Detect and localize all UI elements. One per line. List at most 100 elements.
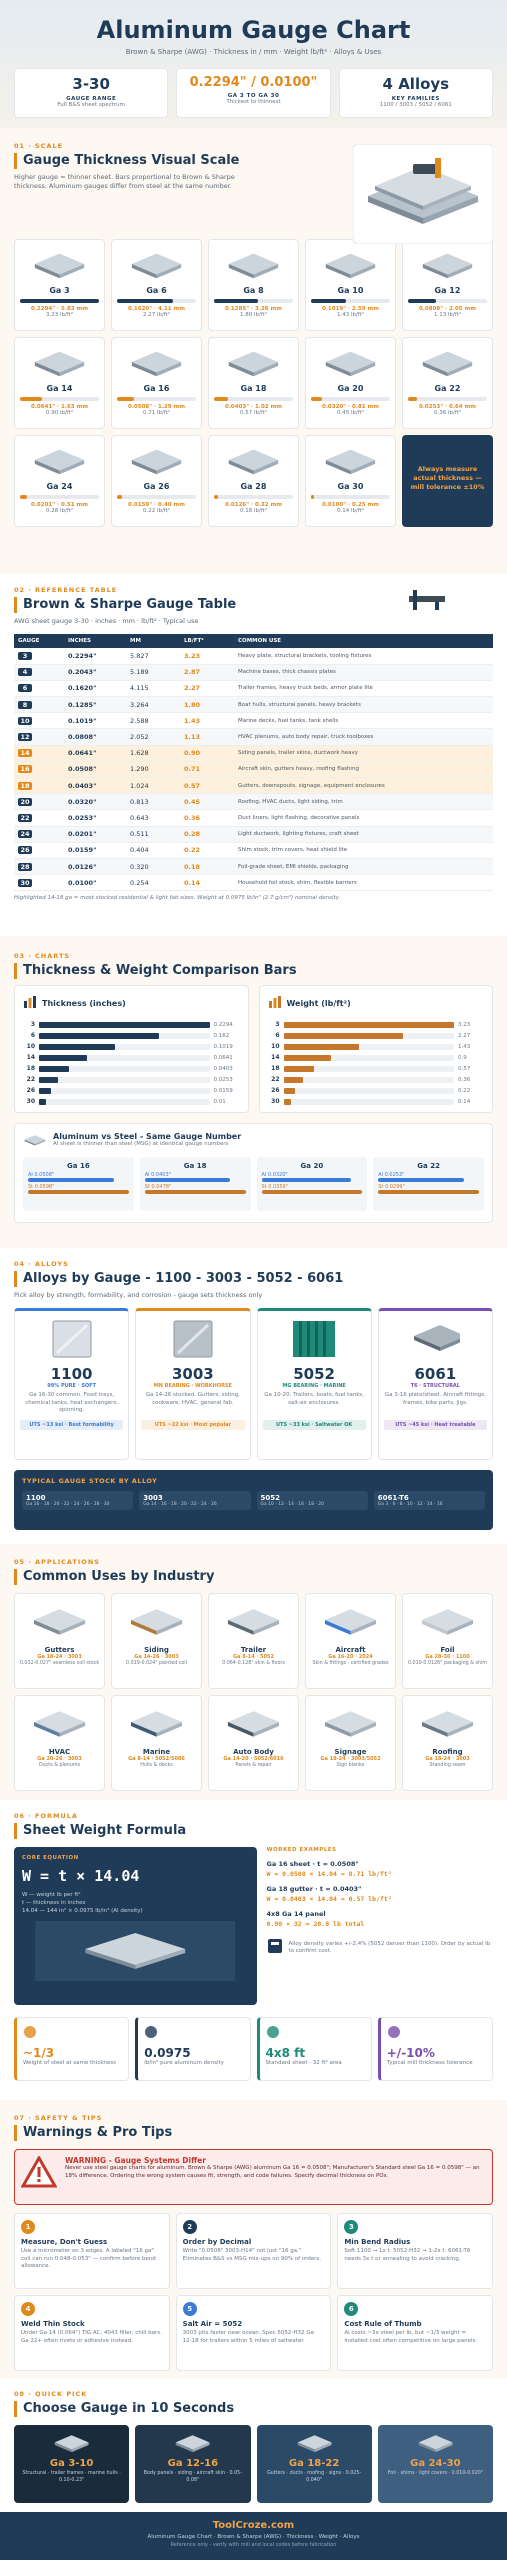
tip-number: 3 xyxy=(344,2220,359,2234)
icon-part xyxy=(228,264,254,279)
compare-label: Al 0.0508" xyxy=(28,1171,55,1178)
category-label: 26 xyxy=(271,1087,280,1094)
icon-part xyxy=(325,253,376,279)
bar xyxy=(39,1021,210,1028)
icon-part xyxy=(421,1711,474,1737)
bar-track xyxy=(283,1076,454,1083)
icon-part xyxy=(37,2167,41,2177)
bar-row: 30 0.01 xyxy=(23,1096,240,1107)
stat-note: Thickest to thinnest xyxy=(226,99,281,105)
icon xyxy=(127,344,186,382)
alloy-card: 1100 99% PURE · SOFT Ga 16-30 common. Food… xyxy=(14,1308,130,1460)
alloy-badge: UTS ~45 ksi · Heat treatable xyxy=(383,1420,487,1430)
icon-part xyxy=(192,2442,210,2453)
bar-track xyxy=(39,1098,210,1105)
icon-part xyxy=(54,2442,72,2453)
icon-part xyxy=(34,362,60,377)
thickness-bar xyxy=(214,495,219,499)
thickness-bar xyxy=(117,397,135,401)
icon-part xyxy=(131,362,157,377)
icon-part xyxy=(34,460,60,475)
icon-part xyxy=(323,1321,327,1357)
table-cell: 0.28 xyxy=(180,826,234,843)
icon xyxy=(321,1701,380,1745)
icon-part xyxy=(24,2026,36,2038)
table-cell: Shim stock, trim covers, heat shield lit… xyxy=(234,842,493,859)
icon-part xyxy=(422,253,473,279)
tip-number: 6 xyxy=(344,2302,359,2316)
bar-row: 26 0.0159 xyxy=(23,1085,240,1096)
value-label: 0.9 xyxy=(458,1054,467,1061)
subtitle: Brown & Sharpe (AWG) · Thickness in / mm… xyxy=(125,48,382,56)
table-row: 26 0.0159" 0.404 0.22 Shim stock, trim cover… xyxy=(14,842,493,859)
icon-part xyxy=(37,2179,41,2182)
compare-bar xyxy=(144,1189,246,1194)
bar-row: 6 0.162 xyxy=(23,1030,240,1041)
panel-title: Weight (lb/ft²) xyxy=(286,999,351,1008)
table-row: 6 0.1620" 4.115 2.27 Trailer frames, heavy t… xyxy=(14,680,493,698)
icon xyxy=(224,246,283,284)
section-kicker: 04 · ALLOYS xyxy=(14,1260,69,1268)
icon-part xyxy=(228,253,279,275)
icon-part xyxy=(54,2435,89,2450)
table-cell: Duct liners, light flashing, decorative … xyxy=(234,809,493,827)
tip-card: 4 Weld Thin Stock Under Ga 14 (0.064") TIG… xyxy=(14,2295,170,2371)
icon-part xyxy=(325,449,376,471)
description: Pick alloy by strength, formability, and… xyxy=(14,1291,263,1299)
icon xyxy=(30,344,89,382)
compare-item: Ga 20 Al 0.0320" St 0.0359" xyxy=(256,1156,368,1211)
alloy-card: 5052 MG BEARING · MARINE Ga 10-20. Trailer… xyxy=(256,1308,372,1460)
weight: 0.36 lb/ft² xyxy=(433,410,462,416)
thickness-bar xyxy=(20,299,99,303)
icon-part xyxy=(325,264,351,279)
icon-part xyxy=(350,264,376,279)
chart-panel: Thickness (inches) 3 0.2294 6 0.162 10 0.1019 1… xyxy=(14,985,249,1113)
compare-head: Aluminum vs Steel - Same Gauge Number Al … xyxy=(23,1132,484,1149)
app-name: Gutters xyxy=(44,1646,75,1654)
app-gauge: Ga 28-30 · 1100 xyxy=(425,1654,470,1660)
column-header: COMMON USE xyxy=(238,638,282,644)
table-row: 16 0.0508" 1.290 0.71 Aircraft skin, gutters… xyxy=(14,761,493,779)
gauge-badge: 8 xyxy=(18,700,32,709)
bar-track xyxy=(283,1021,454,1028)
icon xyxy=(224,344,283,382)
panel-row: Thickness (inches) 3 0.2294 6 0.162 10 0.1019 1… xyxy=(14,985,493,1113)
gauge-card: Ga 30 0.0100" · 0.25 mm 0.14 lb/ft² xyxy=(305,435,396,527)
table-cell: Roofing, HVAC ducts, light siding, trim xyxy=(234,793,493,811)
table-cell: 0.320 xyxy=(126,858,180,876)
bar-track xyxy=(283,1098,454,1105)
icon xyxy=(352,143,494,248)
value-label: 0.1019 xyxy=(213,1043,233,1050)
tip-text: Use a micrometer on 3 edges. A labeled "… xyxy=(21,2248,156,2269)
gauge-card: Ga 26 0.0159" · 0.40 mm 0.22 lb/ft² xyxy=(111,435,202,527)
icon-part xyxy=(34,253,85,275)
stat-row: 3-30 GAUGE RANGE Full B&S sheet spectrum 0.… xyxy=(14,68,493,118)
table-cell: 1.628 xyxy=(126,745,180,762)
table-cell: 1.13 xyxy=(180,728,234,746)
footer-line: Aluminum Gauge Chart · Brown & Sharpe (A… xyxy=(147,2534,360,2540)
stock-box: TYPICAL GAUGE STOCK BY ALLOY 1100 Ga 16 · … xyxy=(14,1470,493,1530)
icon-part xyxy=(414,1325,461,1347)
icon-part xyxy=(35,1139,46,1146)
brand: ToolCroze.com xyxy=(212,2520,295,2531)
gauge-label: Ga 8 xyxy=(243,286,264,295)
app-gauge: Ga 14-26 · 3003 xyxy=(134,1654,179,1660)
compare-label: St 0.0598" xyxy=(28,1183,55,1190)
compare-bar xyxy=(378,1177,464,1182)
icon-part xyxy=(414,1325,461,1351)
table-cell: 0.0403" xyxy=(64,777,126,795)
stat-label: Weight of steel at same thickness xyxy=(23,2060,117,2066)
column-header: LB/FT² xyxy=(184,638,204,644)
icon-part xyxy=(267,1939,282,1953)
stat-value: 4 Alloys xyxy=(382,75,450,93)
table-cell: 0.643 xyxy=(126,809,180,827)
weight: 1.13 lb/ft² xyxy=(433,312,462,318)
tip-number: 5 xyxy=(182,2302,197,2316)
table-cell: 0.71 xyxy=(180,761,234,779)
gauge-label: Ga 30 xyxy=(337,482,364,491)
bar-track xyxy=(214,397,293,401)
example-calc: W = 0.0403 × 14.04 = 0.57 lb/ft² xyxy=(266,1895,392,1903)
icon-part xyxy=(447,264,473,279)
section-title: Brown & Sharpe Gauge Table xyxy=(14,597,493,613)
thickness: 0.0159" · 0.40 mm xyxy=(128,502,185,508)
